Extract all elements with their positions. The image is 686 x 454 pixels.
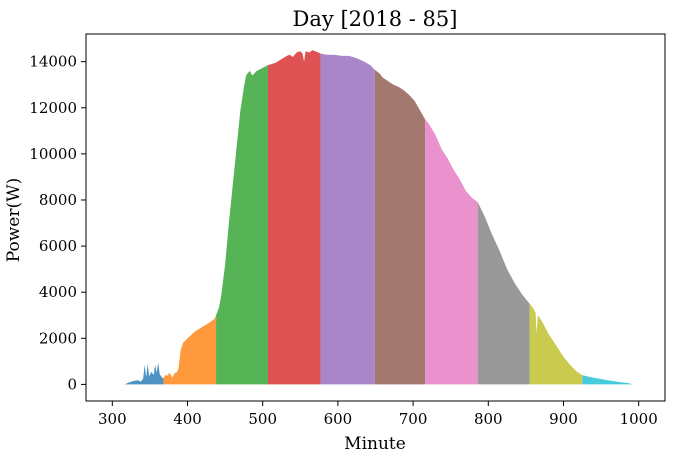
- area-segment-9: [529, 303, 583, 385]
- area-segment-10: [582, 375, 634, 385]
- area-segment-3: [216, 65, 268, 385]
- plot-frame: [85, 33, 666, 402]
- area-series-group: [124, 50, 634, 385]
- chart-title: Day [2018 - 85]: [293, 7, 458, 31]
- area-segment-2: [163, 315, 217, 385]
- x-tick-label: 800: [474, 410, 503, 428]
- x-tick-label: 300: [98, 410, 127, 428]
- y-axis-label: Power(W): [4, 178, 24, 262]
- y-axis-ticks: 0 2000 4000 6000 8000 10000 12000 14000: [29, 53, 86, 393]
- area-segment-5: [320, 53, 375, 385]
- area-segment-7: [425, 119, 478, 385]
- y-tick-label: 8000: [39, 191, 77, 209]
- area-segment-4: [267, 50, 321, 385]
- x-axis-label: Minute: [344, 434, 406, 454]
- y-tick-label: 12000: [29, 99, 77, 117]
- y-tick-label: 0: [67, 375, 77, 393]
- y-tick-label: 2000: [39, 329, 77, 347]
- y-tick-label: 14000: [29, 53, 77, 71]
- area-segment-6: [374, 69, 426, 385]
- x-tick-label: 700: [399, 410, 428, 428]
- y-tick-label: 6000: [39, 237, 77, 255]
- x-tick-label: 500: [248, 410, 277, 428]
- x-axis-ticks: 300 400 500 600 700 800 900 1000: [98, 401, 658, 428]
- area-segment-1: [124, 362, 164, 385]
- area-segment-8: [477, 202, 530, 385]
- x-tick-label: 400: [173, 410, 202, 428]
- x-tick-label: 900: [549, 410, 578, 428]
- x-tick-label: 600: [324, 410, 353, 428]
- y-tick-label: 4000: [39, 283, 77, 301]
- x-tick-label: 1000: [620, 410, 658, 428]
- y-tick-label: 10000: [29, 145, 77, 163]
